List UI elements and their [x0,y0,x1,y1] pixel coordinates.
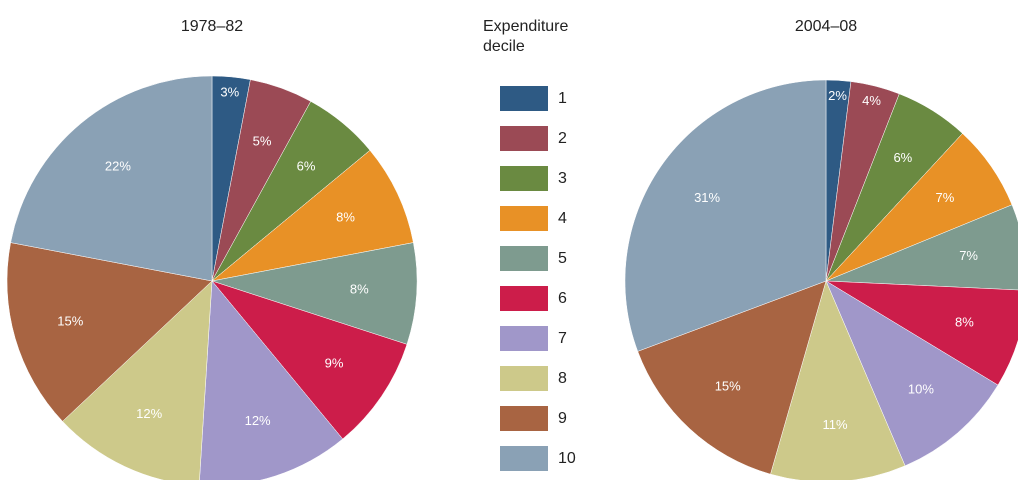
legend-label: 9 [558,410,567,427]
pie-slice [10,75,213,282]
legend-swatch [500,206,548,231]
data-label: 12% [136,406,162,421]
legend-label: 2 [558,130,567,147]
data-label: 12% [245,413,271,428]
data-label: 8% [336,210,355,225]
legend-label: 10 [558,450,576,467]
data-label: 6% [893,150,912,165]
data-label: 10% [908,382,934,397]
chart-title: 1978–82 [181,18,243,35]
data-label: 5% [253,134,272,149]
pie-slice [62,280,213,480]
data-label: 9% [325,355,344,370]
pie-slice [211,280,408,440]
legend-swatch [500,366,548,391]
data-label: 3% [220,85,239,100]
data-label: 15% [715,379,741,394]
legend-label: 3 [558,170,567,187]
legend-swatch [500,446,548,471]
legend-swatch [500,86,548,111]
legend-swatch [500,126,548,151]
legend-swatch [500,406,548,431]
data-label: 7% [959,248,978,263]
legend-swatch [500,326,548,351]
data-label: 7% [936,190,955,205]
pie-slice [825,280,999,467]
data-label: 4% [862,93,881,108]
legend-swatch [500,286,548,311]
pie-slice [825,280,1018,386]
legend-swatch [500,246,548,271]
pie-slice [199,280,344,480]
legend-label: 8 [558,370,567,387]
legend-label: 1 [558,90,567,107]
pie-slice [624,79,827,352]
pie-slice [6,242,213,422]
data-label: 15% [57,314,83,329]
legend-swatch [500,166,548,191]
data-label: 8% [955,315,974,330]
data-label: 8% [350,282,369,297]
pie-slice [211,149,414,282]
legend-label: 7 [558,330,567,347]
pie-slice [211,242,418,345]
data-label: 11% [822,417,847,432]
legend-label: 5 [558,250,567,267]
data-label: 6% [297,159,316,174]
data-label: 2% [828,88,847,103]
legend-label: 4 [558,210,567,227]
chart-title: 2004–08 [795,18,857,35]
legend-label: 6 [558,290,567,307]
legend-title: Expenditure decile [483,18,568,55]
data-label: 22% [105,159,131,174]
pie-slice [637,280,827,475]
data-label: 31% [694,190,720,205]
pie-slice [825,204,1018,291]
pie-slice [770,280,906,480]
